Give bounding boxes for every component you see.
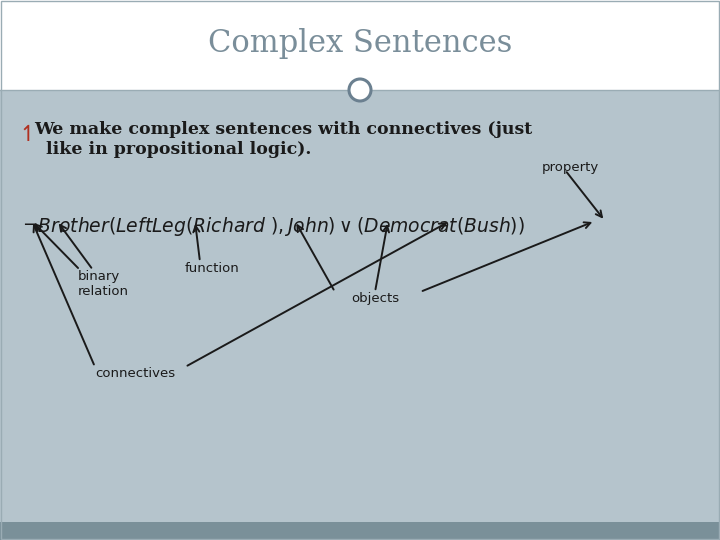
Text: connectives: connectives (95, 367, 175, 380)
Text: $\neg Brother(LeftLeg(Richard\ ),John)\vee(Democrat(Bush))$: $\neg Brother(LeftLeg(Richard\ ),John)\v… (22, 215, 525, 239)
Text: like in propositional logic).: like in propositional logic). (46, 141, 311, 159)
Text: binary
relation: binary relation (78, 270, 129, 298)
Text: Complex Sentences: Complex Sentences (208, 28, 512, 59)
Circle shape (349, 79, 371, 101)
Text: We make complex sentences with connectives (just: We make complex sentences with connectiv… (34, 122, 532, 138)
Text: ↿: ↿ (18, 125, 37, 145)
Bar (0, 90, 720, 522)
Text: objects: objects (351, 292, 399, 305)
Bar (0, 0, 720, 90)
Bar (0, 522, 720, 540)
Text: function: function (185, 262, 240, 275)
Text: property: property (542, 160, 599, 173)
